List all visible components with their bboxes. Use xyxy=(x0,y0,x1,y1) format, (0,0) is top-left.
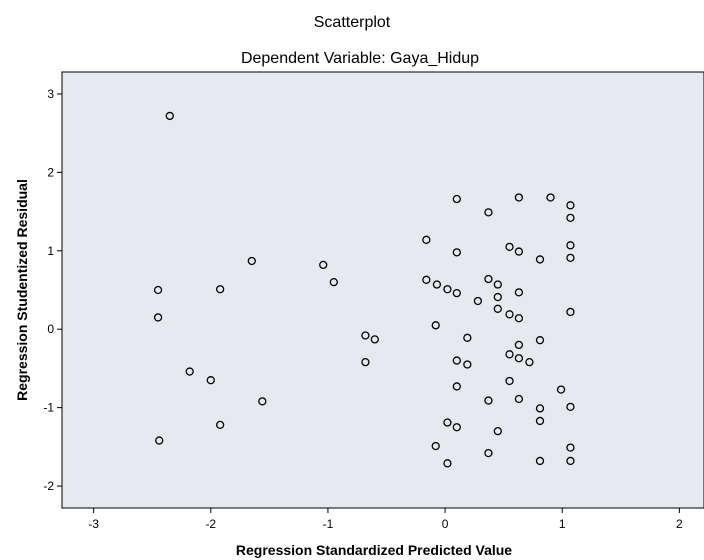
point xyxy=(484,208,493,217)
point xyxy=(443,459,452,468)
point xyxy=(514,314,524,323)
point xyxy=(432,280,442,289)
point xyxy=(452,382,461,391)
x-tick-label: -3 xyxy=(88,517,99,531)
point xyxy=(535,336,545,345)
point xyxy=(463,360,472,369)
point xyxy=(514,340,524,350)
x-tick-label: 1 xyxy=(559,517,566,531)
point xyxy=(546,193,555,202)
point xyxy=(556,385,566,394)
point xyxy=(566,253,575,262)
point xyxy=(535,456,545,466)
point xyxy=(535,416,545,426)
point xyxy=(514,354,524,363)
point xyxy=(514,193,524,202)
chart-title: Scatterplot xyxy=(314,14,391,31)
y-tick-label: 2 xyxy=(47,165,54,179)
point xyxy=(514,288,524,297)
point xyxy=(493,427,502,436)
point xyxy=(258,397,267,406)
point xyxy=(361,357,370,367)
chart-subtitle: Dependent Variable: Gaya_Hidup xyxy=(241,50,479,67)
point xyxy=(484,448,493,458)
point xyxy=(370,335,379,344)
point xyxy=(422,275,431,284)
y-tick-label: -2 xyxy=(43,479,54,493)
point xyxy=(329,278,338,287)
x-tick-label: 0 xyxy=(442,517,449,531)
x-tick-label: -2 xyxy=(205,517,216,531)
point xyxy=(505,310,514,319)
point xyxy=(452,356,461,365)
point xyxy=(484,396,493,405)
point xyxy=(505,350,514,359)
point xyxy=(535,404,545,413)
point xyxy=(514,247,524,256)
point xyxy=(566,241,575,250)
point xyxy=(514,394,524,404)
point xyxy=(153,313,163,322)
y-tick-label: 1 xyxy=(47,244,54,258)
point xyxy=(431,321,440,330)
point xyxy=(361,331,370,340)
x-tick-label: 2 xyxy=(676,517,683,531)
point xyxy=(484,274,493,284)
point xyxy=(463,333,472,342)
point xyxy=(185,367,194,376)
point xyxy=(525,357,534,367)
point xyxy=(566,201,575,210)
point xyxy=(165,111,174,121)
point xyxy=(505,242,514,252)
point xyxy=(431,441,440,451)
point xyxy=(443,418,452,427)
y-tick-label: 3 xyxy=(47,87,54,101)
point xyxy=(473,296,483,306)
point xyxy=(493,292,502,302)
point xyxy=(206,376,215,385)
point xyxy=(153,285,163,295)
point xyxy=(505,376,514,386)
point xyxy=(319,260,328,270)
point xyxy=(566,456,575,466)
point xyxy=(452,423,461,432)
point xyxy=(566,307,575,317)
point xyxy=(452,194,461,204)
x-tick-label: -1 xyxy=(323,517,334,531)
point xyxy=(566,213,575,223)
point xyxy=(452,248,461,257)
point xyxy=(216,420,225,430)
y-tick-label: -1 xyxy=(43,401,54,415)
point xyxy=(493,304,502,313)
point xyxy=(443,285,452,294)
point xyxy=(155,436,164,445)
x-axis-label: Regression Standardized Predicted Value xyxy=(236,542,512,558)
y-tick-label: 0 xyxy=(47,322,54,336)
plot-area xyxy=(61,71,704,509)
point xyxy=(566,402,575,411)
point xyxy=(247,256,256,266)
point xyxy=(216,285,225,294)
point xyxy=(493,280,502,289)
point xyxy=(452,288,461,298)
y-axis-label: Regression Studentized Residual xyxy=(14,179,30,401)
point xyxy=(566,443,575,452)
point xyxy=(535,255,545,264)
point xyxy=(422,235,431,244)
